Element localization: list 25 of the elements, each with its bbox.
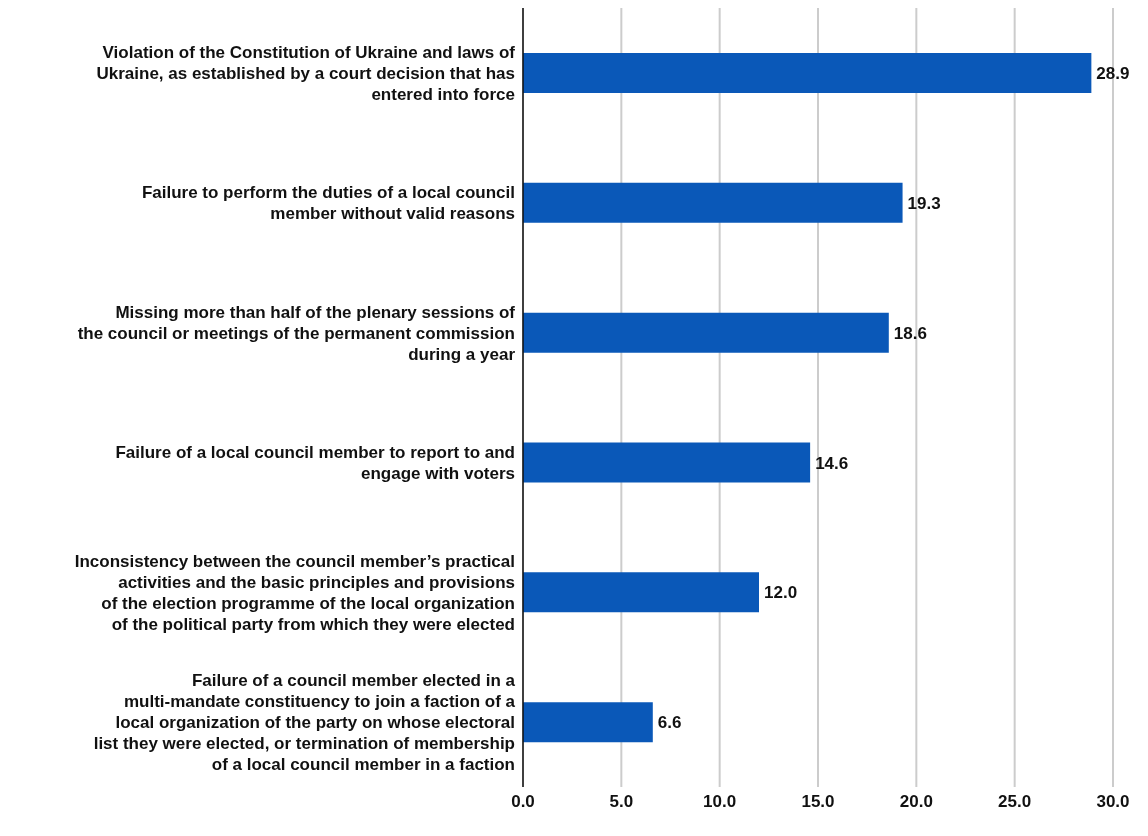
- bar: [523, 53, 1092, 93]
- y-tick-label: Failure to perform the duties of a local council member without valid reasons: [141, 182, 515, 223]
- x-tick-label: 15.0: [801, 792, 835, 812]
- x-tick-label: 5.0: [609, 792, 634, 812]
- bar: [523, 702, 653, 743]
- data-label: 14.6: [815, 453, 849, 473]
- y-tick-label: Inconsistency between the council member’s practical activities and the basic principles and provisions of the election programme of the local organization of the political party from which they were elected: [74, 551, 515, 634]
- y-tick-label: Violation of the Constitution of Ukraine and laws of Ukraine, as established by a court decision that has entered into force: [96, 42, 516, 104]
- x-tick-label: 30.0: [1096, 792, 1130, 812]
- y-tick-label: Failure of a local council member to report to and engage with voters: [115, 442, 515, 483]
- x-tick-label: 0.0: [511, 792, 535, 812]
- data-label: 12.0: [764, 583, 798, 603]
- bar: [523, 442, 811, 483]
- x-tick-label: 10.0: [703, 792, 737, 812]
- y-tick-label: Missing more than half of the plenary sessions of the council or meetings of the permanent commission during a year: [77, 302, 516, 364]
- bar: [523, 182, 903, 223]
- data-label: 28.9: [1096, 64, 1130, 84]
- bar: [523, 312, 889, 353]
- bar: [523, 572, 759, 613]
- x-tick-label: 20.0: [899, 792, 933, 812]
- data-label: 6.6: [657, 713, 682, 733]
- x-tick-label: 25.0: [998, 792, 1032, 812]
- data-label: 19.3: [907, 193, 941, 213]
- y-tick-label: Failure of a council member elected in a multi-mandate constituency to join a faction of a local organization of the party on whose electoral list they were elected, or termination of membership of a local council member in a faction: [93, 670, 516, 774]
- data-label: 18.6: [893, 323, 927, 343]
